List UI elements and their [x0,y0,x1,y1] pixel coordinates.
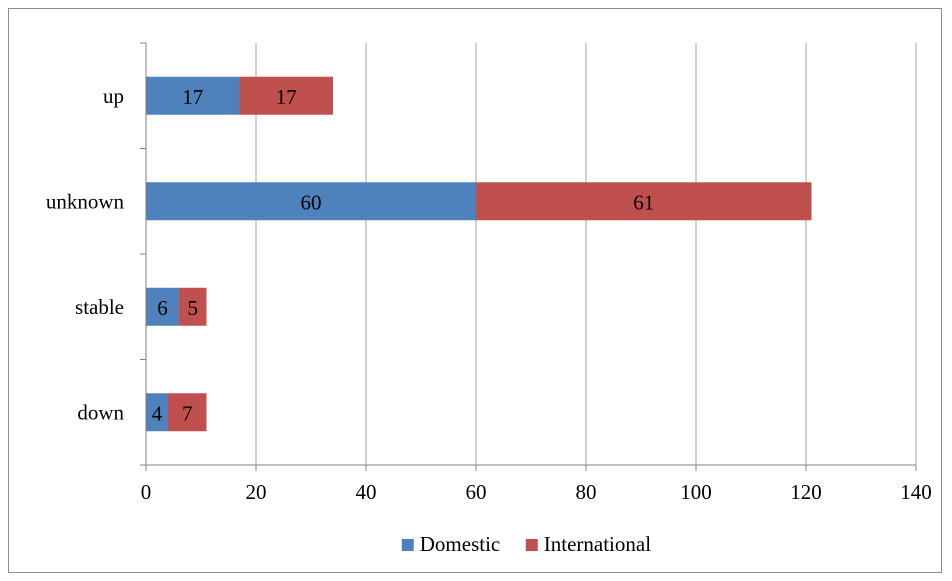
x-tick-label: 80 [576,480,597,504]
legend: Domestic International [401,532,651,556]
bar-stable-domestic [146,287,179,326]
data-label-up-domestic: 17 [182,85,203,109]
bar-down-international [168,393,207,432]
bars: 17 17 60 61 6 5 4 7 [146,76,812,432]
data-label-stable-domestic: 6 [157,296,168,320]
category-label-unknown: unknown [46,189,125,213]
x-tick-label: 20 [246,480,267,504]
bar-up-international [239,76,333,115]
x-tick-label: 40 [356,480,377,504]
legend-label-domestic: Domestic [420,532,500,556]
bar-down-domestic [146,393,168,432]
category-label-stable: stable [75,295,124,319]
x-tick-label: 140 [900,480,932,504]
bar-up-domestic [146,76,240,115]
category-label-up: up [103,84,124,108]
data-label-down-international: 7 [182,401,193,425]
bar-stable-international [179,287,207,326]
x-tick-label: 120 [790,480,822,504]
bar-unknown-domestic [146,182,476,221]
x-tick-label: 100 [680,480,712,504]
data-label-up-international: 17 [276,85,297,109]
legend-label-international: International [544,532,651,556]
data-label-down-domestic: 4 [152,401,163,425]
axes: 0 20 40 60 80 100 120 140 up unknown stable down [46,42,932,504]
data-label-unknown-domestic: 60 [301,190,322,214]
category-label-down: down [77,400,124,424]
legend-swatch-international [525,539,538,551]
data-label-unknown-international: 61 [633,190,654,214]
x-tick-label: 60 [466,480,487,504]
gridlines [255,43,917,465]
legend-swatch-domestic [401,539,414,551]
x-tick-label: 0 [141,480,152,504]
data-label-stable-international: 5 [188,296,199,320]
bar-unknown-international [476,182,812,221]
